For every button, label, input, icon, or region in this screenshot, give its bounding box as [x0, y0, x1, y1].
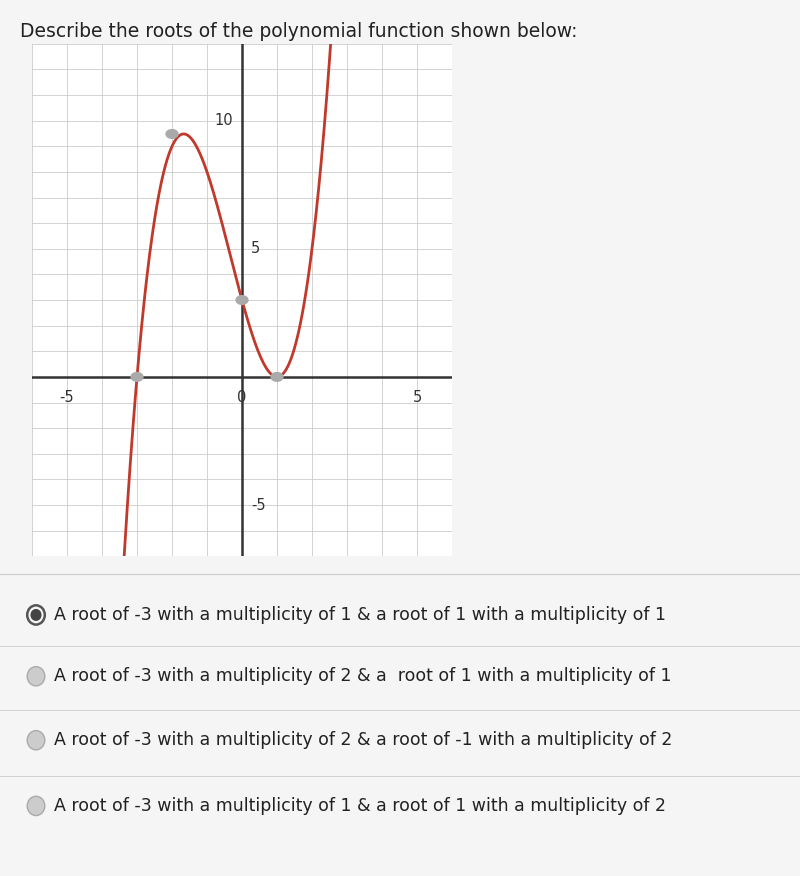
Text: 5: 5	[412, 390, 422, 405]
Text: A root of -3 with a multiplicity of 2 & a root of -1 with a multiplicity of 2: A root of -3 with a multiplicity of 2 & …	[54, 731, 673, 749]
Circle shape	[166, 130, 178, 138]
Text: A root of -3 with a multiplicity of 1 & a root of 1 with a multiplicity of 2: A root of -3 with a multiplicity of 1 & …	[54, 797, 666, 815]
Circle shape	[131, 372, 143, 381]
Text: A root of -3 with a multiplicity of 1 & a root of 1 with a multiplicity of 1: A root of -3 with a multiplicity of 1 & …	[54, 606, 666, 624]
Text: 5: 5	[250, 241, 260, 257]
Circle shape	[271, 372, 283, 381]
Text: -5: -5	[60, 390, 74, 405]
Text: 0: 0	[238, 390, 246, 405]
Text: -5: -5	[250, 498, 266, 512]
Text: A root of -3 with a multiplicity of 2 & a  root of 1 with a multiplicity of 1: A root of -3 with a multiplicity of 2 & …	[54, 668, 672, 685]
Text: Describe the roots of the polynomial function shown below:: Describe the roots of the polynomial fun…	[20, 22, 578, 41]
Text: 10: 10	[214, 113, 234, 128]
Circle shape	[236, 296, 248, 304]
